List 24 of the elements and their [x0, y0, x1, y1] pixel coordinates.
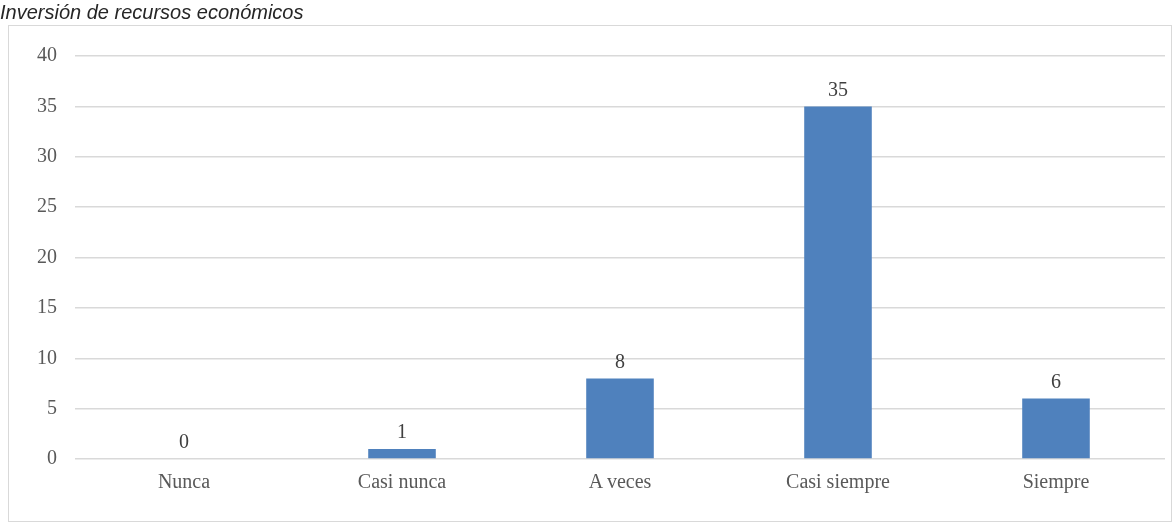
y-tick-label: 5	[47, 395, 57, 418]
y-tick-label: 15	[37, 295, 57, 318]
bar	[586, 378, 654, 459]
y-tick-label: 25	[37, 194, 57, 217]
chart-title: Inversión de recursos económicos	[0, 0, 304, 24]
bar	[368, 448, 436, 459]
y-tick-label: 0	[47, 446, 57, 469]
data-label: 1	[397, 420, 407, 443]
y-tick-label: 30	[37, 144, 57, 166]
y-tick-label: 10	[37, 345, 57, 368]
x-tick-label: Nunca	[157, 470, 211, 493]
bar	[1022, 398, 1090, 459]
data-label: 8	[615, 349, 625, 372]
data-label: 35	[828, 77, 848, 100]
data-label: 6	[1051, 369, 1061, 392]
x-tick-label: A veces	[588, 470, 652, 493]
bar	[804, 106, 872, 459]
data-label: 0	[179, 430, 189, 453]
x-tick-label: Siempre	[1022, 470, 1090, 494]
x-tick-label: Casi siempre	[786, 470, 891, 494]
y-tick-label: 40	[37, 43, 57, 66]
x-tick-label: Casi nunca	[357, 470, 447, 493]
y-tick-label: 20	[37, 244, 57, 267]
y-tick-label: 35	[37, 93, 57, 116]
